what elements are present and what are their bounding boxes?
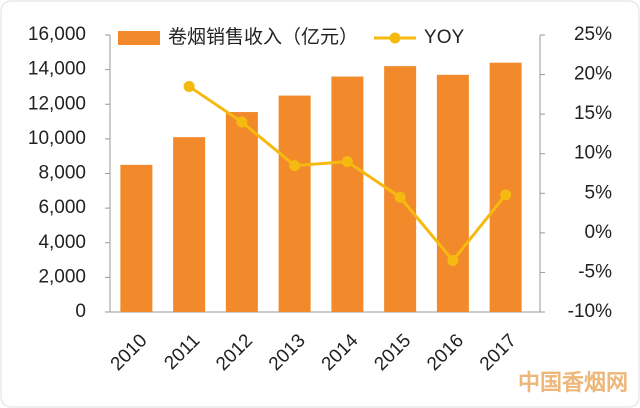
y-tick-label: 8,000 <box>38 163 86 184</box>
y-tick-label: 10,000 <box>28 128 86 149</box>
line-point <box>500 189 512 201</box>
bar <box>278 95 311 312</box>
y-tick-label: 0 <box>75 301 86 322</box>
bar <box>489 62 522 313</box>
line-point <box>236 116 248 128</box>
bar <box>120 164 153 312</box>
y-tick-label: 4,000 <box>38 232 86 253</box>
y-tick-label: 12,000 <box>28 93 86 114</box>
y2-tick-label: 15% <box>574 103 612 124</box>
y2-tick-label: 20% <box>574 64 612 85</box>
line-point <box>183 80 195 92</box>
legend-swatch <box>389 32 401 44</box>
watermark: 中国香烟网 <box>518 370 628 395</box>
y2-tick-label: 25% <box>574 24 612 45</box>
y-tick-label: 16,000 <box>28 24 86 45</box>
bar <box>173 137 206 312</box>
line-point <box>341 156 353 168</box>
bar <box>436 74 469 312</box>
legend-label: YOY <box>424 27 464 48</box>
legend-label: 卷烟销售收入（亿元） <box>168 26 358 48</box>
y2-tick-label: 5% <box>585 182 613 203</box>
y-tick-label: 2,000 <box>38 266 86 287</box>
line-point <box>289 160 301 172</box>
y-tick-label: 6,000 <box>38 197 86 218</box>
line-point <box>394 191 406 203</box>
y2-tick-label: 0% <box>585 222 613 243</box>
bar <box>225 112 258 313</box>
line-point <box>447 255 459 267</box>
y-tick-label: 14,000 <box>28 59 86 80</box>
legend-swatch <box>118 31 160 45</box>
y2-tick-label: -10% <box>568 301 612 322</box>
bar <box>331 76 364 312</box>
y2-tick-label: 10% <box>574 143 612 164</box>
y2-tick-label: -5% <box>578 261 612 282</box>
